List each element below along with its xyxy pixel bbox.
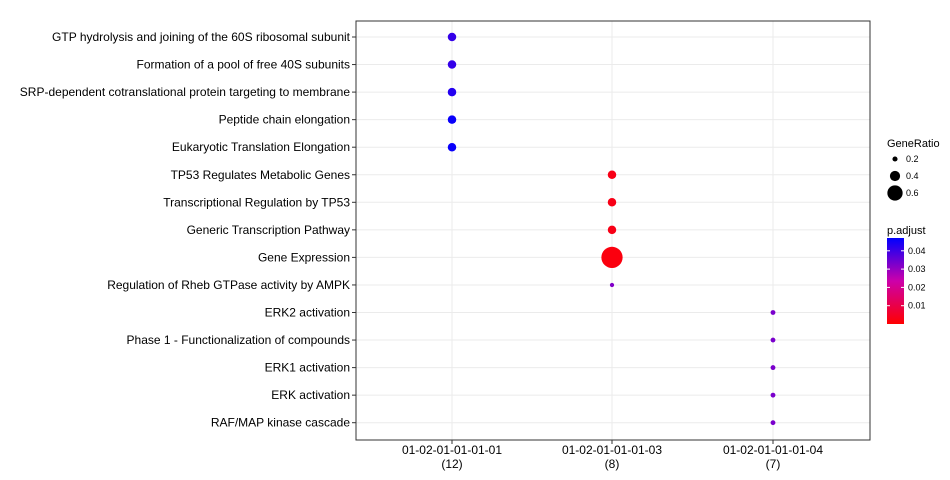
y-tick-label: Generic Transcription Pathway xyxy=(187,223,350,237)
data-point xyxy=(607,198,617,207)
p-adjust-legend: p.adjust 0.04 0.03 0.02 0.01 xyxy=(887,225,926,324)
size-legend-key xyxy=(887,185,903,201)
x-tick-label: 01-02-01-01-01-04 xyxy=(723,443,823,457)
plot-panel xyxy=(355,20,871,441)
data-point xyxy=(770,337,776,343)
y-tick-label: ERK activation xyxy=(271,388,350,402)
x-tick-count: (12) xyxy=(441,457,462,471)
size-legend-label: 0.4 xyxy=(906,171,919,181)
color-legend-label: 0.02 xyxy=(908,282,926,292)
color-legend-title: p.adjust xyxy=(887,225,926,237)
x-tick-label: 01-02-01-01-01-01 xyxy=(402,443,502,457)
size-legend-title: GeneRatio xyxy=(887,138,940,150)
size-legend-key xyxy=(892,156,898,162)
y-tick-label: RAF/MAP kinase cascade xyxy=(211,416,350,430)
data-point xyxy=(607,170,617,179)
color-legend-bar xyxy=(887,238,904,324)
y-tick-label: Formation of a pool of free 40S subunits xyxy=(137,58,350,72)
data-point xyxy=(447,115,457,124)
x-axis-labels: 01-02-01-01-01-01(12) 01-02-01-01-01-03(8… xyxy=(402,440,823,471)
y-tick-label: Gene Expression xyxy=(258,250,350,264)
y-tick-label: Phase 1 - Functionalization of compounds xyxy=(127,333,350,347)
color-legend-label: 0.01 xyxy=(908,301,926,311)
y-tick-label: ERK1 activation xyxy=(265,361,350,375)
data-point xyxy=(609,282,615,288)
y-tick-label: ERK2 activation xyxy=(265,306,350,320)
data-point xyxy=(447,32,457,42)
data-point xyxy=(447,87,457,97)
data-point xyxy=(770,365,776,371)
data-point xyxy=(770,310,776,315)
size-legend-key xyxy=(889,170,901,182)
size-legend-label: 0.6 xyxy=(906,188,919,198)
data-point xyxy=(447,60,457,69)
x-tick-count: (7) xyxy=(766,457,781,471)
y-tick-label: Regulation of Rheb GTPase activity by AM… xyxy=(107,278,350,292)
data-points xyxy=(447,32,776,426)
y-axis-labels: GTP hydrolysis and joining of the 60S ri… xyxy=(20,30,356,430)
y-tick-label: GTP hydrolysis and joining of the 60S ri… xyxy=(52,30,351,44)
data-point xyxy=(770,420,776,426)
y-tick-label: Eukaryotic Translation Elongation xyxy=(172,140,350,154)
x-tick-label: 01-02-01-01-01-03 xyxy=(562,443,662,457)
color-legend-label: 0.03 xyxy=(908,264,926,274)
data-point xyxy=(770,392,776,398)
data-point xyxy=(607,225,617,235)
y-tick-label: SRP-dependent cotranslational protein ta… xyxy=(20,85,351,99)
y-tick-label: TP53 Regulates Metabolic Genes xyxy=(171,168,350,182)
data-point xyxy=(447,142,457,152)
x-tick-count: (8) xyxy=(605,457,620,471)
color-legend-label: 0.04 xyxy=(908,246,926,256)
generatio-legend: GeneRatio 0.2 0.4 0.6 xyxy=(887,138,940,201)
size-legend-label: 0.2 xyxy=(906,154,919,164)
y-tick-label: Transcriptional Regulation by TP53 xyxy=(163,195,350,209)
y-tick-label: Peptide chain elongation xyxy=(219,113,350,127)
data-point xyxy=(601,246,623,269)
